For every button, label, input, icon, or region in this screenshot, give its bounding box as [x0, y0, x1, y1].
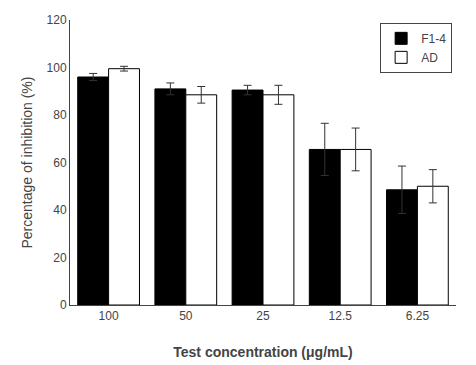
svg-text:20: 20: [53, 251, 67, 265]
svg-text:Test concentration (μg/mL): Test concentration (μg/mL): [173, 344, 352, 360]
svg-text:100: 100: [99, 309, 119, 323]
svg-text:12.5: 12.5: [329, 309, 353, 323]
svg-text:80: 80: [53, 108, 67, 122]
svg-text:6.25: 6.25: [406, 309, 430, 323]
svg-text:50: 50: [179, 309, 193, 323]
svg-text:Percentage of inhibition (%): Percentage of inhibition (%): [19, 77, 35, 249]
svg-text:AD: AD: [421, 51, 438, 65]
svg-text:100: 100: [47, 61, 67, 75]
svg-text:60: 60: [53, 156, 67, 170]
svg-text:120: 120: [47, 13, 67, 27]
svg-text:25: 25: [256, 309, 270, 323]
svg-text:F1-4: F1-4: [421, 32, 446, 46]
svg-text:0: 0: [60, 298, 67, 312]
svg-text:40: 40: [53, 203, 67, 217]
